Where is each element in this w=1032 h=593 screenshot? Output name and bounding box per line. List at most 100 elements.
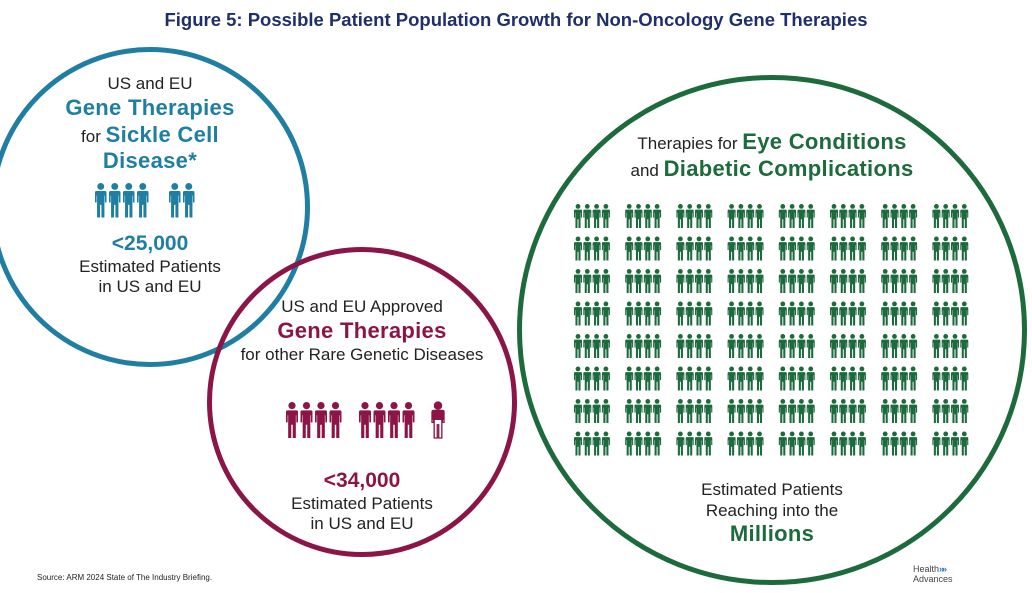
person-icon — [857, 366, 866, 391]
eye-diabetic-caption: Estimated Patients Reaching into the Mil… — [522, 480, 1022, 548]
person-icon — [727, 301, 736, 326]
person-icon — [778, 301, 787, 326]
person-icon — [137, 183, 149, 218]
person-icon — [890, 204, 899, 228]
person-icon — [890, 399, 899, 423]
eye-diabetic-heading: Therapies for Eye Conditions and Diabeti… — [522, 129, 1022, 183]
person-icon — [839, 204, 848, 228]
person-icon — [857, 236, 866, 261]
sickle-cell-caption2: in US and EU — [98, 277, 202, 297]
person-icon — [951, 366, 959, 391]
person-icon — [625, 236, 634, 261]
person-icon — [676, 399, 685, 423]
person-icon — [685, 301, 694, 326]
person-icon — [388, 402, 400, 438]
sickle-cell-line2: Gene Therapies — [65, 94, 235, 120]
person-icon — [634, 366, 643, 391]
person-icon — [643, 269, 652, 293]
person-icon — [574, 301, 582, 326]
person-icon — [960, 301, 969, 326]
person-icon — [788, 269, 797, 293]
person-icon — [899, 236, 908, 261]
person-icon — [932, 301, 941, 326]
person-icon — [574, 399, 582, 423]
person-icon — [932, 366, 941, 391]
person-icon — [960, 399, 969, 423]
person-icon — [848, 399, 857, 423]
person-icon — [643, 301, 652, 326]
person-icon — [329, 402, 342, 438]
person-icon — [857, 301, 866, 326]
person-icon — [704, 431, 713, 456]
person-icon — [727, 204, 736, 228]
person-icon — [848, 269, 857, 293]
person-icon — [727, 399, 736, 423]
person-icon — [932, 236, 941, 261]
person-icon — [695, 269, 703, 293]
rare-genetic-heading: US and EU Approved Gene Therapies for ot… — [212, 297, 512, 365]
person-icon — [601, 334, 610, 358]
person-icon — [653, 236, 662, 261]
sickle-cell-value: <25,000 — [111, 232, 189, 255]
eye-diabetic-caption2: Reaching into the — [705, 500, 839, 520]
person-icon — [839, 399, 848, 423]
person-icon — [695, 431, 703, 456]
person-icon — [676, 236, 685, 261]
person-icon — [890, 334, 899, 358]
person-icon — [881, 366, 890, 391]
person-icon — [625, 269, 634, 293]
person-icon — [736, 204, 745, 228]
person-icon — [890, 366, 899, 391]
person-icon — [806, 366, 815, 391]
person-icon — [574, 269, 582, 293]
person-icon — [583, 269, 592, 293]
person-icon — [169, 183, 181, 218]
person-icon — [909, 366, 918, 391]
person-icon — [685, 236, 694, 261]
rare-genetic-person-icons — [286, 401, 445, 439]
person-icon — [848, 334, 857, 358]
person-icon — [634, 399, 643, 423]
person-icon — [899, 366, 908, 391]
person-icon — [746, 431, 755, 456]
person-icon — [592, 366, 601, 391]
person-icon — [625, 399, 634, 423]
person-icon — [653, 269, 662, 293]
person-icon — [881, 236, 890, 261]
person-icon — [941, 236, 950, 261]
person-icon — [778, 399, 787, 423]
person-icon — [830, 301, 838, 326]
person-icon — [643, 366, 652, 391]
person-icon — [806, 301, 815, 326]
person-icon — [592, 431, 601, 456]
person-icon — [736, 236, 745, 261]
person-icon — [746, 236, 755, 261]
person-icon — [797, 399, 806, 423]
person-icon — [704, 366, 713, 391]
rare-genetic-line3: for other Rare Genetic Diseases — [240, 344, 484, 364]
person-icon — [643, 334, 652, 358]
rare-genetic-circle — [207, 247, 517, 557]
person-icon — [583, 366, 592, 391]
person-icon — [848, 431, 857, 456]
person-icon — [788, 204, 797, 228]
person-icon — [806, 399, 815, 423]
sickle-cell-circle — [0, 47, 310, 367]
person-icon — [899, 204, 908, 228]
eye-diabetic-person-grid — [574, 204, 969, 456]
person-icon — [890, 431, 899, 456]
person-icon — [746, 204, 755, 228]
person-icon — [951, 431, 959, 456]
person-icon — [932, 269, 941, 293]
eye-diabetic-caption3: Millions — [729, 521, 815, 547]
person-icon — [704, 334, 713, 358]
eye-diabetic-caption1: Estimated Patients — [701, 480, 843, 499]
person-icon — [932, 399, 941, 423]
person-icon — [653, 301, 662, 326]
person-icon — [755, 431, 764, 456]
person-icon — [704, 204, 713, 228]
sickle-cell-line3: for Sickle Cell — [0, 122, 300, 149]
person-icon — [839, 431, 848, 456]
person-icon — [848, 366, 857, 391]
person-icon — [909, 399, 918, 423]
